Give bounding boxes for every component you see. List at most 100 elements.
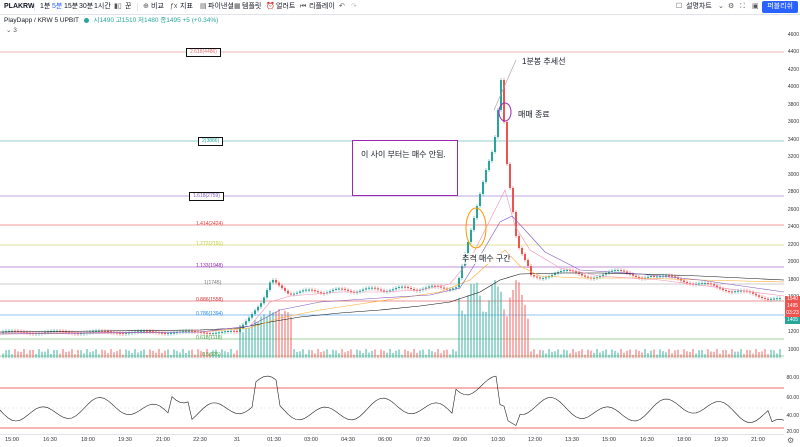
indicators-button[interactable]: 지표 bbox=[180, 3, 193, 10]
price-badge: 1495 bbox=[785, 303, 800, 310]
candle bbox=[47, 331, 49, 333]
candle bbox=[524, 254, 526, 260]
volume-bar bbox=[629, 349, 631, 358]
time-axis[interactable]: 15:00 16:30 18:00 19:30 21:00 22:30 31 0… bbox=[0, 434, 784, 447]
financials-button[interactable]: 파이낸셜 bbox=[208, 3, 234, 10]
volume-bar bbox=[530, 351, 532, 358]
volume-bar bbox=[74, 354, 76, 358]
chart-type-dropdown[interactable]: 꾼 bbox=[125, 3, 132, 10]
volume-bar bbox=[464, 314, 466, 358]
interval-15m[interactable]: 15분 bbox=[64, 3, 79, 10]
interval-1h[interactable]: 1시간 bbox=[94, 3, 111, 10]
candle bbox=[251, 314, 253, 318]
volume-bar bbox=[449, 354, 451, 358]
candle bbox=[488, 161, 490, 170]
volume-bar bbox=[203, 352, 205, 358]
interval-30m[interactable]: 30분 bbox=[79, 3, 94, 10]
candle bbox=[539, 277, 541, 279]
volume-bar bbox=[485, 311, 487, 358]
volume-bar bbox=[359, 350, 361, 358]
camera-icon[interactable]: ▣ bbox=[752, 3, 759, 10]
candles-icon[interactable]: ▮▯ bbox=[114, 3, 122, 10]
volume-bar bbox=[491, 285, 493, 358]
indicators-collapse-toggle[interactable]: ⌄ 3 bbox=[6, 27, 17, 34]
alert-button[interactable]: 얼러트 bbox=[276, 3, 296, 10]
candle bbox=[434, 285, 436, 287]
candle bbox=[263, 297, 265, 304]
templates-icon[interactable]: ▦ bbox=[234, 3, 241, 10]
layout-icon[interactable]: ☐ bbox=[676, 3, 683, 10]
financials-icon[interactable]: ▤ bbox=[200, 3, 207, 10]
fullscreen-icon[interactable]: ⛶ bbox=[740, 3, 745, 10]
candle bbox=[530, 266, 532, 276]
publish-button[interactable]: 퍼블리쉬 bbox=[762, 1, 798, 13]
candle bbox=[188, 330, 190, 332]
candle bbox=[401, 286, 403, 288]
volume-bar bbox=[722, 350, 724, 358]
candle bbox=[368, 287, 370, 289]
compare-button[interactable]: 비교 bbox=[151, 3, 164, 10]
templates-button[interactable]: 템플릿 bbox=[242, 3, 262, 10]
volume-bar bbox=[758, 351, 760, 358]
volume-bar bbox=[14, 349, 16, 358]
volume-bar bbox=[404, 349, 406, 358]
volume-bar bbox=[563, 349, 565, 358]
undo-icon[interactable]: ↶ bbox=[339, 3, 345, 10]
volume-bar bbox=[389, 349, 391, 358]
interval-1m[interactable]: 1분 bbox=[40, 3, 51, 10]
chevron-down-icon[interactable]: ⌄ bbox=[718, 3, 724, 10]
gear-icon[interactable]: ⚙ bbox=[728, 3, 735, 10]
volume-bar bbox=[332, 349, 334, 358]
candle bbox=[395, 287, 397, 290]
volume-bar bbox=[338, 353, 340, 358]
replay-icon[interactable]: ⏮ bbox=[300, 3, 307, 10]
volume-bar bbox=[452, 349, 454, 358]
replay-button[interactable]: 리플레이 bbox=[309, 3, 335, 10]
candle bbox=[293, 293, 295, 295]
settings-gear-icon[interactable]: ⚙ bbox=[787, 436, 795, 445]
candle bbox=[218, 332, 220, 334]
candle bbox=[329, 291, 331, 293]
compare-icon[interactable]: ⊕ bbox=[143, 3, 149, 10]
candle bbox=[314, 290, 316, 292]
volume-bar bbox=[164, 350, 166, 358]
redo-icon[interactable]: ↷ bbox=[351, 3, 357, 10]
layout-dropdown[interactable]: 설명차트 bbox=[686, 3, 712, 10]
volume-bar bbox=[140, 350, 142, 358]
y-tick: 3400 bbox=[787, 137, 799, 143]
fib-label-1618: 1.618(2759) bbox=[189, 192, 224, 201]
volume-bar bbox=[677, 349, 679, 358]
y-tick: 1200 bbox=[787, 329, 799, 335]
volume-bar bbox=[83, 353, 85, 358]
volume-bar bbox=[299, 351, 301, 358]
candle bbox=[467, 242, 469, 254]
candle bbox=[602, 274, 604, 276]
candle bbox=[95, 330, 97, 332]
interval-5m[interactable]: 5분 bbox=[52, 3, 63, 10]
candle bbox=[68, 331, 70, 333]
volume-bar bbox=[554, 351, 556, 358]
volume-bar bbox=[512, 289, 514, 358]
symbol-search[interactable]: PLAKRW bbox=[4, 3, 35, 10]
volume-bar bbox=[494, 280, 496, 358]
candle bbox=[290, 293, 292, 295]
y-tick: 4000 bbox=[787, 84, 799, 90]
candle bbox=[647, 276, 649, 278]
candle bbox=[209, 333, 211, 335]
alert-icon[interactable]: ⏰ bbox=[266, 3, 275, 10]
price-axis[interactable]: 4600 4400 4200 4000 3800 3600 3400 3200 … bbox=[784, 30, 800, 435]
volume-bar bbox=[668, 349, 670, 358]
candle bbox=[404, 286, 406, 288]
price-chart[interactable] bbox=[0, 30, 784, 434]
volume-bar bbox=[410, 352, 412, 358]
volume-bar bbox=[320, 352, 322, 358]
volume-bar bbox=[707, 349, 709, 358]
volume-bar bbox=[755, 349, 757, 358]
y-tick: 80.00 bbox=[786, 375, 799, 381]
ma-line-pink bbox=[0, 189, 784, 334]
volume-bar bbox=[356, 349, 358, 358]
candle bbox=[419, 289, 421, 291]
indicators-icon[interactable]: ƒx bbox=[170, 3, 178, 10]
y-tick: 3200 bbox=[787, 154, 799, 160]
volume-bar bbox=[572, 349, 574, 358]
